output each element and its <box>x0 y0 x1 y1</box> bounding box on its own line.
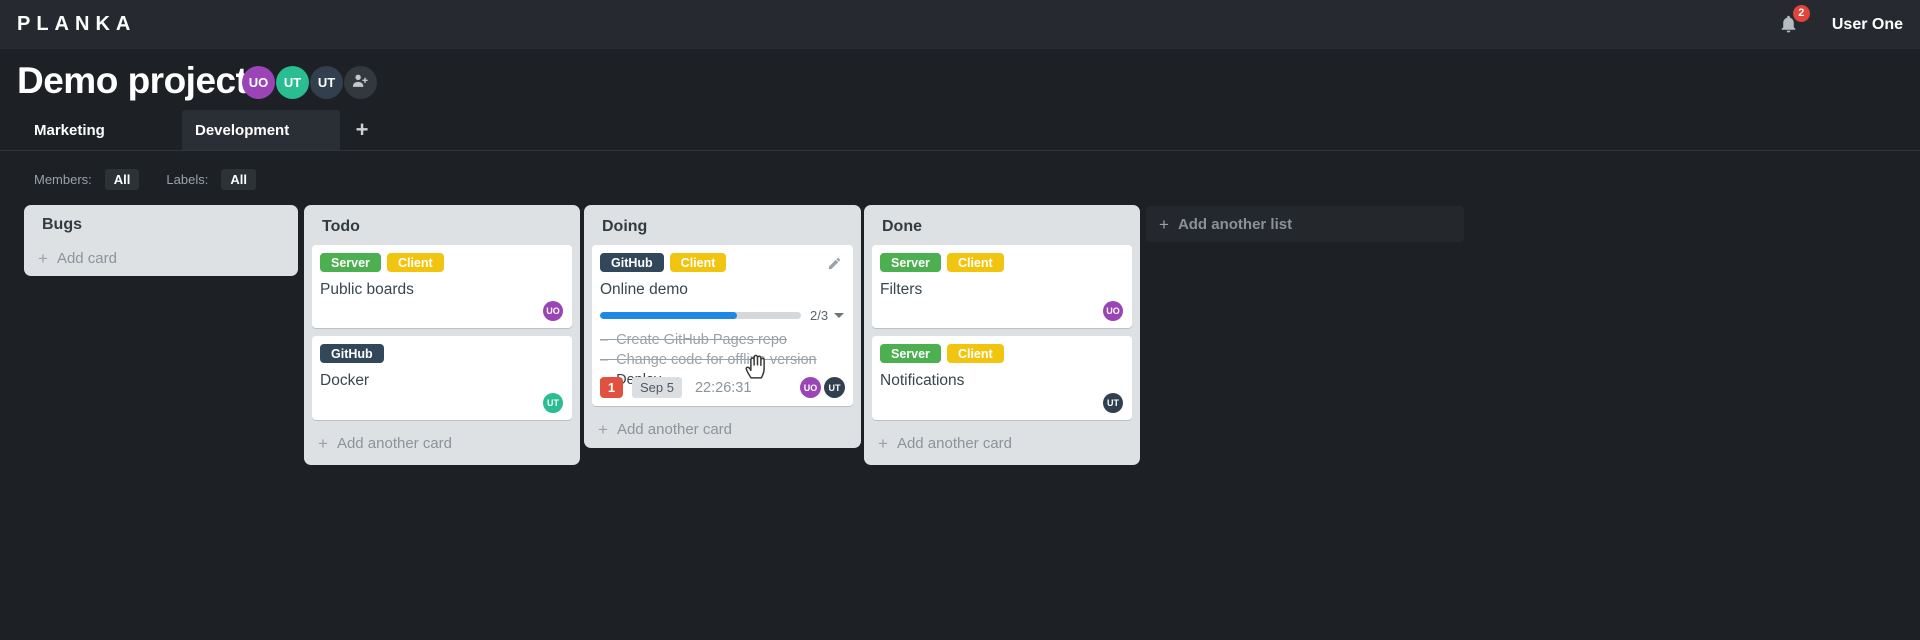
label-chip: Server <box>880 253 941 272</box>
card-labels: Server Client <box>320 253 564 272</box>
list-title[interactable]: Done <box>882 218 922 235</box>
card-filters[interactable]: Server Client Filters UO <box>872 245 1132 328</box>
card-labels: Server Client <box>880 253 1124 272</box>
list-title[interactable]: Bugs <box>42 216 82 233</box>
tab-development[interactable]: Development <box>182 110 340 150</box>
avatar[interactable]: UT <box>310 66 343 99</box>
card-labels: Server Client <box>880 344 1124 363</box>
label-chip: Client <box>946 253 1004 272</box>
avatar[interactable]: UT <box>276 66 309 99</box>
tab-label: Marketing <box>34 121 105 139</box>
notification-count-badge: 1 <box>600 377 623 398</box>
list-doing: Doing GitHub Client Online demo 2/3 Crea… <box>584 205 861 448</box>
progress-bar <box>600 312 801 319</box>
add-another-card-button[interactable]: Add another card <box>592 414 853 443</box>
card-assignees: UO UT <box>800 377 845 398</box>
add-card-label: Add card <box>56 250 117 267</box>
add-card-label: Add another card <box>336 435 453 452</box>
due-date-badge[interactable]: Sep 5 <box>632 377 682 398</box>
avatar: UT <box>1103 393 1123 413</box>
labels-filter-value[interactable]: All <box>221 168 256 190</box>
plus-icon <box>356 119 369 141</box>
card-labels: GitHub <box>320 344 564 363</box>
add-board-button[interactable] <box>340 110 384 150</box>
tab-label: Development <box>195 121 290 139</box>
notification-count-badge: 2 <box>1792 4 1810 22</box>
add-member-button[interactable] <box>344 66 377 99</box>
board-tabs: Marketing Development <box>0 110 1920 151</box>
card-title: Online demo <box>600 281 688 298</box>
list-bugs: Bugs Add card <box>24 205 298 276</box>
list-todo: Todo Server Client Public boards UO GitH… <box>304 205 580 465</box>
card-footer: 1 Sep 5 22:26:31 UO UT <box>600 377 845 398</box>
chevron-down-icon[interactable] <box>834 313 845 318</box>
avatar: UO <box>1103 301 1123 321</box>
topbar-right: 2 User One <box>1778 4 1903 40</box>
add-card-label: Add another card <box>896 435 1013 452</box>
edit-card-icon[interactable] <box>827 256 842 276</box>
page-title: Demo project <box>17 60 248 101</box>
add-another-card-button[interactable]: Add another card <box>872 428 1132 457</box>
add-list-label: Add another list <box>1177 215 1293 233</box>
avatar: UT <box>543 393 563 413</box>
topbar: PLANKA 2 User One <box>0 0 1920 49</box>
plus-icon <box>1159 216 1169 233</box>
avatar: UO <box>800 377 821 398</box>
planka-logo: PLANKA <box>17 13 137 35</box>
add-another-card-button[interactable]: Add another card <box>312 428 572 457</box>
card-public-boards[interactable]: Server Client Public boards UO <box>312 245 572 328</box>
label-chip: Client <box>386 253 444 272</box>
list-done: Done Server Client Filters UO Server Cli… <box>864 205 1140 465</box>
plus-icon <box>38 250 48 267</box>
notifications-button[interactable]: 2 <box>1778 4 1810 40</box>
label-chip: Client <box>946 344 1004 363</box>
card-docker[interactable]: GitHub Docker UT <box>312 336 572 420</box>
checklist-count: 2/3 <box>810 308 829 323</box>
card-title: Docker <box>320 372 370 389</box>
user-menu[interactable]: User One <box>1831 15 1903 33</box>
members-filter-value[interactable]: All <box>104 168 140 190</box>
card-labels: GitHub Client <box>600 253 845 272</box>
label-chip: Server <box>320 253 381 272</box>
members-filter-label: Members: <box>34 171 92 187</box>
label-chip: GitHub <box>320 344 384 363</box>
person-add-icon <box>351 72 370 94</box>
card-title: Filters <box>880 281 923 298</box>
labels-filter-label: Labels: <box>166 171 209 187</box>
avatar[interactable]: UO <box>242 66 275 99</box>
timer-badge[interactable]: 22:26:31 <box>694 379 752 396</box>
checklist: Create GitHub Pages repo Change code for… <box>600 330 845 390</box>
bell-icon <box>1778 15 1799 40</box>
card-title: Public boards <box>320 281 414 298</box>
checklist-item[interactable]: Change code for offline version <box>600 350 845 370</box>
project-members: UO UT UT <box>242 66 377 99</box>
card-title: Notifications <box>880 372 965 389</box>
avatar: UO <box>543 301 563 321</box>
checklist-progress: 2/3 <box>600 308 845 323</box>
label-chip: GitHub <box>600 253 664 272</box>
filter-bar: Members: All Labels: All <box>34 168 256 190</box>
add-card-button[interactable]: Add card <box>32 243 290 272</box>
checklist-item[interactable]: Create GitHub Pages repo <box>600 330 845 350</box>
card-notifications[interactable]: Server Client Notifications UT <box>872 336 1132 420</box>
plus-icon <box>878 435 888 452</box>
avatar: UT <box>824 377 845 398</box>
progress-fill <box>600 312 737 319</box>
plus-icon <box>318 435 328 452</box>
list-title[interactable]: Todo <box>322 218 360 235</box>
list-title[interactable]: Doing <box>602 218 648 235</box>
add-another-list-button[interactable]: Add another list <box>1146 206 1464 242</box>
plus-icon <box>598 421 608 438</box>
tab-marketing[interactable]: Marketing <box>0 110 182 150</box>
add-card-label: Add another card <box>616 421 733 438</box>
label-chip: Server <box>880 344 941 363</box>
card-online-demo[interactable]: GitHub Client Online demo 2/3 Create Git… <box>592 245 853 406</box>
label-chip: Client <box>669 253 727 272</box>
